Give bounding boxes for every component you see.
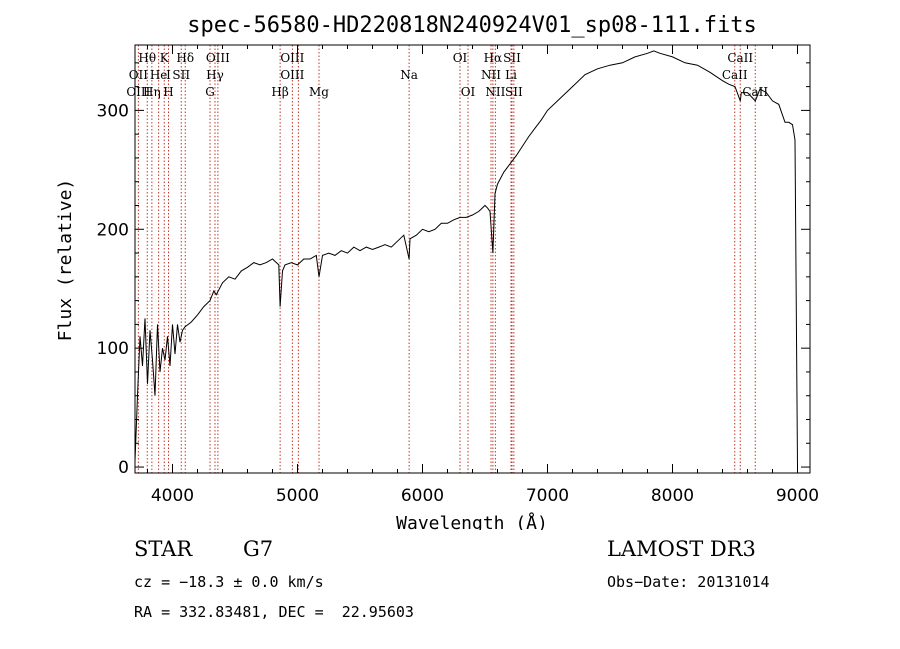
y-tick-label: 100 [97, 339, 129, 359]
spectral-line-label: OII [129, 68, 149, 82]
spectral-line-label: G [205, 85, 215, 99]
spectral-line-label: Hβ [271, 85, 288, 99]
spectral-line-label: CaII [722, 68, 748, 82]
x-axis-ticks: 4000 5000 6000 7000 8000 9000 [147, 45, 819, 506]
spectral-line-label: Mg [309, 85, 329, 99]
spectrum-chart: spec-56580-HD220818N240924V01_sp08-111.f… [55, 13, 819, 534]
spectral-line-label: SII [172, 68, 190, 82]
redshift-cz: cz = −18.3 ± 0.0 km/s [134, 573, 324, 591]
spectral-line-label: CaII [727, 51, 753, 65]
plot-frame [134, 44, 811, 474]
spectral-line-label: Hγ [206, 68, 224, 82]
spectral-line-label: I [166, 68, 171, 82]
x-axis-label: Wavelength (Å) [396, 512, 548, 530]
spectral-line-label: Hα [484, 51, 503, 65]
y-tick-label: 0 [118, 458, 129, 478]
spectral-line-label: CaII [742, 85, 768, 99]
y-axis-label: Flux (relative) [55, 179, 76, 342]
spectral-line-label: Hθ [138, 51, 156, 65]
x-tick-label: 9000 [776, 486, 819, 506]
spectral-line-label: K [160, 51, 170, 65]
spectral-line-label: NII [481, 68, 501, 82]
x-tick-label: 6000 [401, 486, 444, 506]
object-subclass: G7 [243, 537, 274, 561]
spectral-line-label: Li [505, 68, 517, 82]
spectral-line-label: Na [400, 68, 418, 82]
spectral-line-label: SII [505, 85, 523, 99]
spectral-line-label: OIII [206, 51, 230, 65]
spectral-line-label: OI [461, 85, 476, 99]
spectral-line-label: OI [453, 51, 468, 65]
x-tick-label: 4000 [151, 486, 194, 506]
x-tick-label: 5000 [276, 486, 319, 506]
y-axis-ticks: 0 100 200 300 [97, 62, 810, 478]
spectral-line-label: H [163, 85, 173, 99]
spectral-line-label: He [150, 68, 168, 82]
spectral-line-label: Hη [143, 85, 161, 99]
spectral-line-label: NII [485, 85, 505, 99]
y-tick-label: 200 [97, 220, 129, 240]
spectral-line-label: Hδ [176, 51, 194, 65]
chart-title: spec-56580-HD220818N240924V01_sp08-111.f… [187, 13, 757, 38]
spectral-line-label: OIII [280, 68, 304, 82]
flux-series-line [134, 50, 798, 468]
spectral-line-label: SII [503, 51, 521, 65]
object-class: STAR [134, 537, 193, 561]
y-tick-label: 300 [97, 101, 129, 121]
observation-date: Obs−Date: 20131014 [607, 573, 770, 591]
spectral-line-markers [137, 45, 756, 473]
x-tick-label: 8000 [651, 486, 694, 506]
spectral-line-label: OIII [126, 85, 150, 99]
coordinates: RA = 332.83481, DEC = 22.95603 [134, 603, 414, 621]
x-tick-label: 7000 [526, 486, 569, 506]
survey-name: LAMOST DR3 [607, 537, 756, 561]
spectral-line-label: OIII [280, 51, 304, 65]
